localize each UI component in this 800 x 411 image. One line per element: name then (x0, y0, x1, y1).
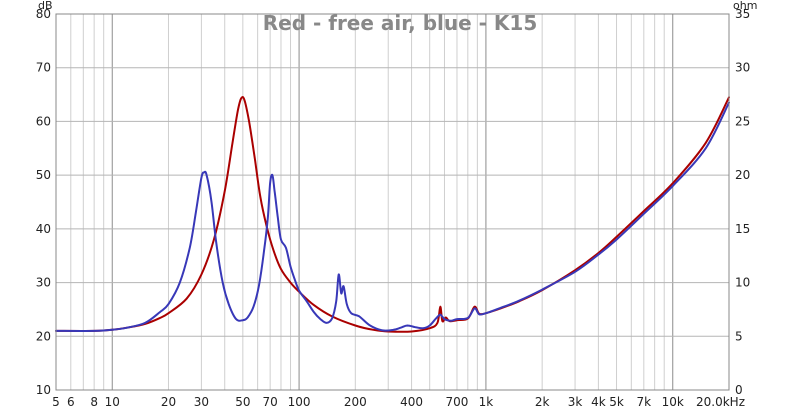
y-right-tick-label: 10 (735, 276, 750, 290)
y-left-tick-label: 60 (36, 114, 51, 128)
x-tick-label: 10k (662, 395, 684, 409)
y-right-tick-label: 30 (735, 61, 750, 75)
x-tick-label: 5 (52, 395, 60, 409)
x-tick-label: 5k (609, 395, 624, 409)
y-left-tick-label: 50 (36, 168, 51, 182)
y-right-tick-label: 5 (735, 329, 743, 343)
x-tick-label: 20 (161, 395, 176, 409)
y-left-tick-label: 10 (36, 383, 51, 397)
x-tick-label: 200 (344, 395, 367, 409)
y-right-tick-label: 35 (735, 7, 750, 21)
x-tick-label: 70 (262, 395, 277, 409)
x-tick-label: 7k (637, 395, 652, 409)
y-left-tick-label: 30 (36, 276, 51, 290)
x-tick-label: 3k (568, 395, 583, 409)
y-left-tick-label: 20 (36, 329, 51, 343)
y-right-tick-label: 20 (735, 168, 750, 182)
series-line-2 (55, 101, 730, 332)
series-line-1 (55, 96, 730, 333)
x-tick-label: 2k (535, 395, 550, 409)
x-tick-label: 1k (479, 395, 494, 409)
tick-labels: 5 6 8 10 20 30 50 70 100 200 400 700 1k 2k 3k 4k 5k 7k 10k… (36, 7, 751, 409)
series-layer (55, 96, 730, 333)
y-right-tick-label: 25 (735, 114, 750, 128)
x-tick-label: 700 (446, 395, 469, 409)
x-tick-label: 400 (400, 395, 423, 409)
y-right-unit: ohm (733, 0, 757, 12)
plot-frame (55, 13, 730, 391)
y-right-tick-label: 0 (735, 383, 743, 397)
grid (55, 13, 730, 391)
chart-title: Red - free air, blue - K15 (263, 11, 538, 35)
x-tick-label: 50 (235, 395, 250, 409)
x-tick-label: 8 (90, 395, 98, 409)
x-tick-label: 4k (591, 395, 606, 409)
y-left-tick-label: 80 (36, 7, 51, 21)
y-right-tick-label: 15 (735, 222, 750, 236)
x-tick-label: 6 (67, 395, 75, 409)
y-left-unit: dB (38, 0, 53, 12)
x-tick-label: 20.0kHz (696, 395, 745, 409)
x-tick-label: 30 (194, 395, 209, 409)
y-left-tick-label: 70 (36, 61, 51, 75)
x-tick-label: 10 (105, 395, 120, 409)
y-left-tick-label: 40 (36, 222, 51, 236)
x-tick-label: 100 (288, 395, 311, 409)
